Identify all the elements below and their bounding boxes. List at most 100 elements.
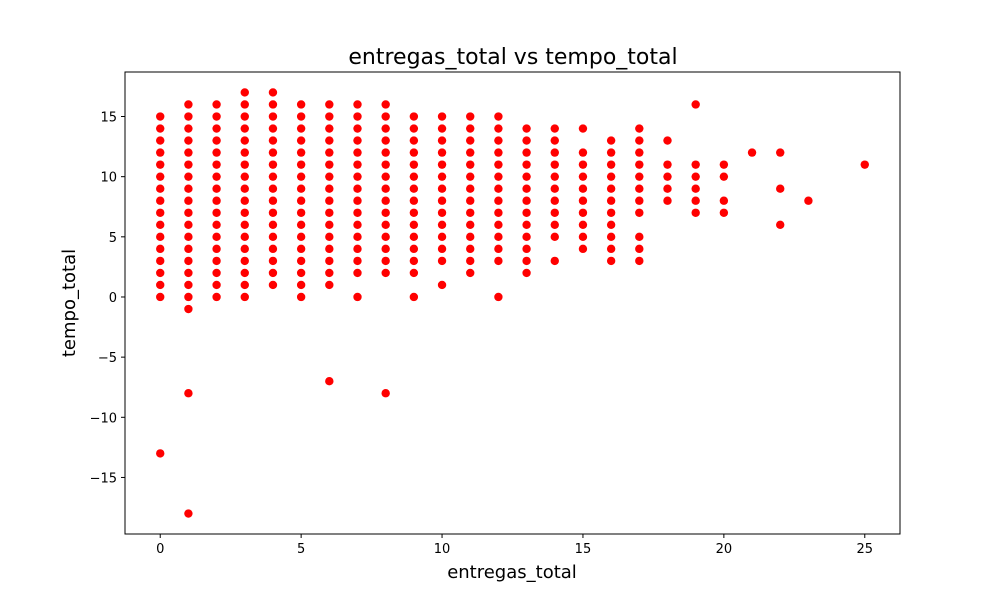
data-point [550, 124, 559, 133]
data-point [550, 256, 559, 266]
data-point [184, 172, 193, 181]
data-point [466, 256, 475, 266]
data-point [437, 160, 447, 169]
x-axis-label: entregas_total [447, 562, 577, 583]
data-point [353, 232, 362, 242]
scatter-points [156, 88, 869, 518]
data-point [268, 100, 278, 109]
data-point [409, 244, 419, 254]
data-point [691, 208, 700, 217]
data-point [522, 124, 531, 133]
data-point [268, 232, 278, 242]
data-point [156, 244, 165, 254]
data-point [353, 148, 362, 157]
data-point [268, 112, 278, 121]
data-point [156, 172, 165, 181]
data-point [325, 196, 334, 205]
data-point [550, 196, 559, 205]
data-point [325, 136, 334, 145]
data-point [494, 172, 503, 181]
data-point [494, 232, 503, 242]
data-point [240, 124, 249, 133]
data-point [240, 136, 249, 145]
data-point [494, 184, 503, 193]
data-point [606, 172, 616, 181]
data-point [494, 244, 503, 254]
y-tick-label: −5 [98, 351, 117, 366]
chart-title: entregas_total vs tempo_total [348, 45, 677, 70]
data-point [776, 184, 785, 193]
data-point [325, 256, 334, 266]
data-point [494, 220, 503, 229]
x-tick-label: 0 [156, 542, 164, 557]
data-point [381, 100, 390, 109]
data-point [156, 148, 165, 157]
data-point [437, 220, 447, 229]
data-point [240, 148, 249, 157]
data-point [212, 112, 221, 121]
data-point [578, 244, 588, 254]
data-point [212, 124, 221, 133]
data-point [466, 160, 475, 169]
data-point [240, 268, 249, 278]
data-point [156, 292, 165, 302]
data-point [522, 136, 531, 145]
data-point [296, 244, 306, 254]
data-point [240, 196, 249, 205]
data-point [437, 208, 447, 217]
data-point [184, 389, 193, 398]
data-point [578, 232, 588, 242]
data-point [522, 172, 531, 181]
data-point [494, 208, 503, 217]
data-point [381, 136, 390, 145]
data-point [437, 184, 447, 193]
data-point [522, 184, 531, 193]
data-point [409, 172, 419, 181]
data-point [296, 184, 306, 193]
data-point [578, 172, 588, 181]
data-point [184, 148, 193, 157]
data-point [437, 256, 447, 266]
data-point [409, 148, 419, 157]
x-tick-label: 5 [297, 542, 305, 557]
data-point [466, 124, 475, 133]
data-point [691, 160, 700, 169]
data-point [296, 292, 306, 302]
data-point [184, 160, 193, 169]
data-point [776, 220, 785, 229]
data-point [325, 280, 334, 290]
data-point [353, 100, 362, 109]
data-point [212, 160, 221, 169]
data-point [325, 112, 334, 121]
data-point [240, 292, 249, 302]
data-point [409, 184, 419, 193]
data-point [381, 244, 390, 254]
data-point [296, 268, 306, 278]
data-point [522, 256, 531, 266]
data-point [663, 136, 672, 145]
y-tick-label: 0 [109, 291, 117, 306]
data-point [409, 268, 419, 278]
data-point [409, 196, 419, 205]
data-point [325, 268, 334, 278]
data-point [381, 196, 390, 205]
data-point [353, 244, 362, 254]
data-point [240, 88, 249, 97]
data-point [691, 184, 700, 193]
data-point [409, 292, 419, 302]
data-point [804, 196, 813, 205]
data-point [663, 184, 672, 193]
data-point [381, 256, 390, 266]
data-point [184, 100, 193, 109]
data-point [381, 184, 390, 193]
data-point [635, 172, 644, 181]
axes-frame [124, 71, 901, 535]
data-point [268, 208, 278, 217]
data-point [466, 268, 475, 278]
data-point [691, 100, 700, 109]
data-point [268, 244, 278, 254]
data-point [156, 160, 165, 169]
data-point [635, 244, 644, 254]
data-point [522, 148, 531, 157]
data-point [240, 280, 249, 290]
